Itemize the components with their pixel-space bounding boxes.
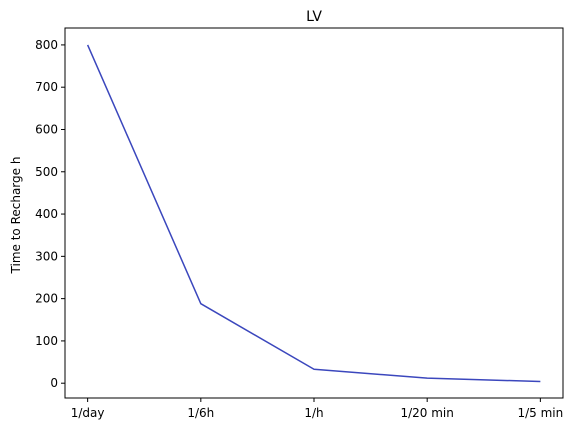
plot-area: 0 100 200 300 400 500 600 700 800 1/day 1/6h 1/h 1/2… [35,27,564,420]
y-tick-label: 700 [35,80,58,94]
y-tick-label: 800 [35,38,58,52]
x-tick-label: 1/20 min [400,406,453,420]
y-tick-label: 0 [50,376,58,390]
axes-frame [64,27,564,399]
y-tick-label: 400 [35,207,58,221]
y-tick-label: 300 [35,249,58,263]
y-axis-title: Time to Recharge h [9,157,23,275]
y-tick-label: 600 [35,122,58,136]
x-tick-label: 1/day [71,406,105,420]
chart-title: LV [306,9,322,25]
x-tick-label: 1/5 min [517,406,563,420]
series-line [86,44,541,383]
y-tick-label: 500 [35,165,58,179]
y-tick-label: 100 [35,334,58,348]
x-tick-label: 1/6h [187,406,214,420]
x-tick-label: 1/h [304,406,323,420]
y-tick-label: 200 [35,292,58,306]
